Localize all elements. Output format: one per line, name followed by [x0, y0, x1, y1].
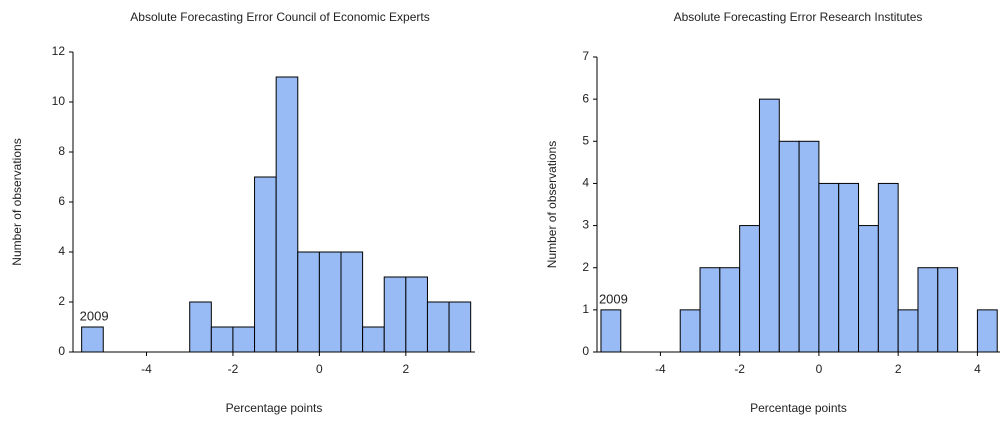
x-axis-label: Percentage points	[226, 401, 323, 415]
chart-title: Absolute Forecasting Error Research Inst…	[674, 10, 923, 24]
bar	[818, 182, 840, 353]
bar	[600, 309, 622, 353]
y-tick-label: 10	[52, 94, 66, 108]
bar	[254, 176, 277, 353]
x-tick-label: 0	[816, 362, 823, 376]
bar	[976, 309, 998, 353]
y-tick-label: 4	[582, 176, 589, 190]
bar	[189, 301, 212, 353]
bar	[426, 301, 450, 353]
y-tick-label: 12	[52, 44, 66, 58]
x-tick-label: 2	[402, 362, 409, 376]
bar	[798, 140, 820, 353]
x-tick-label: -2	[228, 362, 239, 376]
bar	[699, 267, 721, 353]
bar	[448, 301, 472, 353]
bar	[897, 309, 919, 353]
bar	[937, 267, 959, 353]
y-tick-label: 0	[582, 344, 589, 358]
y-tick-label: 3	[582, 218, 589, 232]
bar	[719, 267, 741, 353]
y-axis-label: Number of observations	[545, 141, 559, 268]
bar	[318, 251, 342, 353]
x-tick-label: -2	[734, 362, 745, 376]
y-tick-label: 0	[58, 344, 65, 358]
y-tick-label: 1	[582, 302, 589, 316]
y-tick-label: 2	[58, 294, 65, 308]
y-tick-label: 5	[582, 133, 589, 147]
bar	[739, 225, 760, 353]
bar	[297, 251, 320, 353]
bar	[340, 251, 364, 353]
bar	[362, 326, 385, 353]
x-axis-label: Percentage points	[750, 401, 847, 415]
y-axis-label: Number of observations	[10, 138, 24, 265]
y-tick-label: 7	[582, 49, 589, 63]
x-tick-label: 4	[974, 362, 981, 376]
y-tick-label: 6	[58, 194, 65, 208]
bar	[679, 309, 701, 353]
bar	[232, 326, 256, 353]
x-tick-label: -4	[655, 362, 666, 376]
x-tick-label: -4	[141, 362, 152, 376]
bar	[405, 276, 428, 353]
bar	[275, 76, 299, 353]
y-tick-label: 6	[582, 91, 589, 105]
bar	[858, 225, 879, 353]
bar	[778, 140, 800, 353]
annotation: 2009	[599, 291, 628, 306]
y-tick-label: 2	[582, 260, 589, 274]
bar	[877, 182, 899, 353]
bar	[81, 326, 104, 353]
chart-title: Absolute Forecasting Error Council of Ec…	[130, 10, 429, 24]
y-tick-label: 4	[58, 244, 65, 258]
bar	[758, 98, 780, 353]
y-tick-label: 8	[58, 144, 65, 158]
annotation: 2009	[80, 308, 109, 323]
bar	[917, 267, 939, 353]
bar	[383, 276, 407, 353]
x-tick-label: 2	[895, 362, 902, 376]
bar	[838, 182, 860, 353]
bar	[210, 326, 234, 353]
x-tick-label: 0	[316, 362, 323, 376]
